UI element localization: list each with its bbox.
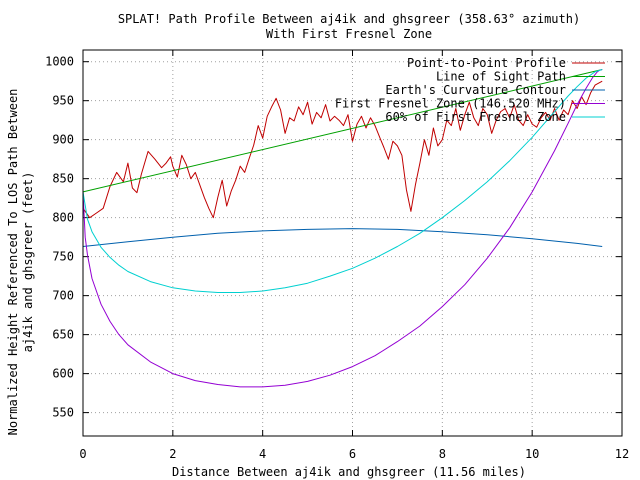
series-line-line-of-sight-path [82,69,603,193]
x-axis-label: Distance Between aj4ik and ghsgreer (11.… [172,465,526,479]
y-axis-label-line1: Normalized Height Referenced To LOS Path… [6,89,20,436]
chart-subtitle: With First Fresnel Zone [266,27,432,41]
y-tick-label: 550 [52,406,74,420]
x-tick-label: 4 [259,447,266,461]
x-tick-label: 8 [439,447,446,461]
axis-ticks: 0 2 4 6 8 10 12 550 600 650 700 750 800 850 900 950 1000 [45,50,629,461]
chart-title: SPLAT! Path Profile Between aj4ik and gh… [118,12,580,26]
legend-label: 60% of First Fresnel Zone [385,110,566,124]
y-tick-label: 700 [52,289,74,303]
x-tick-label: 6 [349,447,356,461]
legend-label: Line of Sight Path [436,70,566,84]
y-axis-label-line2: aj4ik and ghsgreer (feet) [21,172,35,353]
y-axis-label: Normalized Height Referenced To LOS Path… [6,89,35,436]
series-line-60-of-first-fresnel-zone [82,69,603,293]
legend-label: Earth's Curvature Contour [385,83,566,97]
y-tick-label: 900 [52,133,74,147]
legend-label: Point-to-Point Profile [407,56,566,70]
series-line-first-fresnel-zone-146-520-mhz [82,69,603,388]
y-tick-label: 800 [52,211,74,225]
plot-border [82,49,623,437]
x-tick-label: 2 [169,447,176,461]
y-tick-label: 1000 [45,55,74,69]
legend-label: First Fresnel Zone (146.520 MHz) [335,97,566,111]
x-tick-label: 10 [525,447,539,461]
series-group [82,69,603,388]
y-tick-label: 750 [52,250,74,264]
y-tick-label: 600 [52,367,74,381]
y-tick-label: 950 [52,94,74,108]
x-tick-label: 0 [79,447,86,461]
grid-lines [83,50,622,436]
series-line-point-to-point-profile [82,80,603,219]
x-tick-label: 12 [615,447,629,461]
y-tick-label: 850 [52,172,74,186]
y-tick-label: 650 [52,328,74,342]
series-line-earth-s-curvature-contour [82,228,603,247]
